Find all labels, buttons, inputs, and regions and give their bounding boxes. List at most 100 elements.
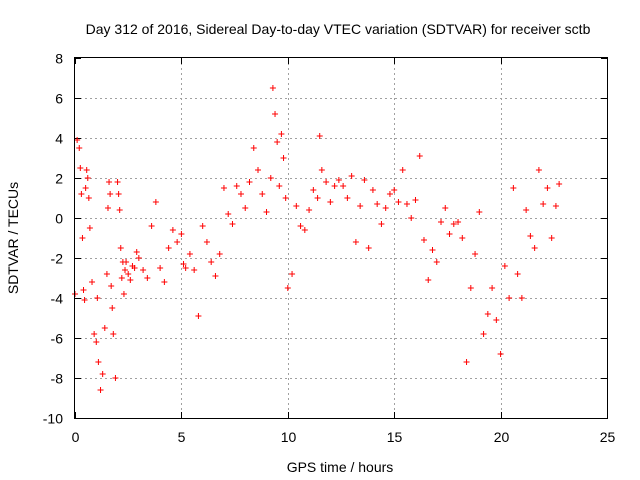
- data-point: [220, 185, 227, 191]
- data-point: [269, 85, 276, 91]
- data-point: [386, 191, 393, 197]
- data-point: [77, 165, 84, 171]
- data-point: [161, 279, 168, 285]
- data-point: [76, 145, 83, 151]
- data-point: [74, 137, 81, 143]
- axis-ticks: [75, 58, 608, 419]
- data-point: [314, 195, 321, 201]
- x-tick-label: 25: [600, 429, 616, 445]
- data-point: [182, 265, 189, 271]
- data-point: [186, 251, 193, 257]
- data-point: [357, 203, 364, 209]
- data-point: [514, 271, 521, 277]
- data-point: [429, 247, 436, 253]
- data-point: [122, 267, 129, 273]
- data-point: [493, 317, 500, 323]
- data-point: [84, 175, 91, 181]
- data-point: [374, 201, 381, 207]
- data-point: [78, 191, 85, 197]
- data-point: [556, 181, 563, 187]
- x-tick-label: 15: [387, 429, 403, 445]
- data-point: [297, 223, 304, 229]
- data-point: [135, 255, 142, 261]
- data-point: [246, 179, 253, 185]
- chart-title: Day 312 of 2016, Sidereal Day-to-day VTE…: [86, 21, 591, 37]
- data-point: [263, 209, 270, 215]
- data-point: [306, 207, 313, 213]
- data-point: [91, 331, 98, 337]
- data-point: [242, 205, 249, 211]
- data-point: [259, 191, 266, 197]
- data-point: [310, 187, 317, 193]
- data-point: [446, 231, 453, 237]
- data-point: [199, 223, 206, 229]
- data-point: [293, 203, 300, 209]
- data-point: [282, 195, 289, 201]
- data-point: [455, 219, 462, 225]
- data-point: [395, 199, 402, 205]
- data-point: [278, 131, 285, 137]
- data-point: [165, 245, 172, 251]
- data-point: [93, 339, 100, 345]
- data-point: [108, 283, 115, 289]
- data-point: [344, 195, 351, 201]
- x-tick-label: 20: [494, 429, 510, 445]
- data-point: [216, 251, 223, 257]
- data-point: [535, 167, 542, 173]
- data-point: [484, 311, 491, 317]
- data-point: [420, 237, 427, 243]
- data-point: [403, 201, 410, 207]
- data-point: [369, 187, 376, 193]
- data-point: [301, 227, 308, 233]
- data-point: [148, 223, 155, 229]
- data-point: [284, 285, 291, 291]
- data-point: [131, 265, 138, 271]
- data-point: [340, 183, 347, 189]
- y-tick-label: -6: [51, 331, 64, 347]
- data-point: [81, 297, 88, 303]
- data-point: [157, 265, 164, 271]
- data-point: [115, 191, 122, 197]
- data-point: [472, 251, 479, 257]
- data-point: [112, 375, 119, 381]
- data-point: [250, 145, 257, 151]
- data-point: [416, 153, 423, 159]
- data-point: [83, 167, 90, 173]
- data-point: [140, 267, 147, 273]
- y-tick-label: 8: [55, 51, 63, 67]
- data-point: [289, 271, 296, 277]
- data-point: [94, 295, 101, 301]
- data-point: [133, 249, 140, 255]
- data-point: [267, 175, 274, 181]
- data-point: [255, 167, 262, 173]
- data-point: [95, 359, 102, 365]
- data-point: [552, 203, 559, 209]
- data-point: [425, 277, 432, 283]
- data-point: [114, 179, 121, 185]
- data-point: [438, 219, 445, 225]
- y-tick-label: -4: [51, 291, 64, 307]
- data-point: [225, 211, 232, 217]
- x-tick-label: 0: [72, 429, 80, 445]
- data-point: [433, 259, 440, 265]
- data-point: [178, 231, 185, 237]
- y-tick-label: 6: [55, 91, 63, 107]
- data-point: [109, 305, 116, 311]
- data-point: [79, 235, 86, 241]
- data-point: [412, 197, 419, 203]
- data-point: [399, 167, 406, 173]
- x-tick-label: 10: [281, 429, 297, 445]
- data-point: [489, 285, 496, 291]
- y-tick-label: -2: [51, 251, 64, 267]
- data-point: [89, 279, 96, 285]
- data-point: [169, 227, 176, 233]
- data-point: [323, 179, 330, 185]
- y-tick-label: 4: [55, 131, 63, 147]
- data-point: [467, 285, 474, 291]
- data-point: [85, 195, 92, 201]
- data-point: [276, 183, 283, 189]
- data-point: [327, 199, 334, 205]
- data-point: [331, 183, 338, 189]
- data-point: [501, 263, 508, 269]
- data-point: [233, 183, 240, 189]
